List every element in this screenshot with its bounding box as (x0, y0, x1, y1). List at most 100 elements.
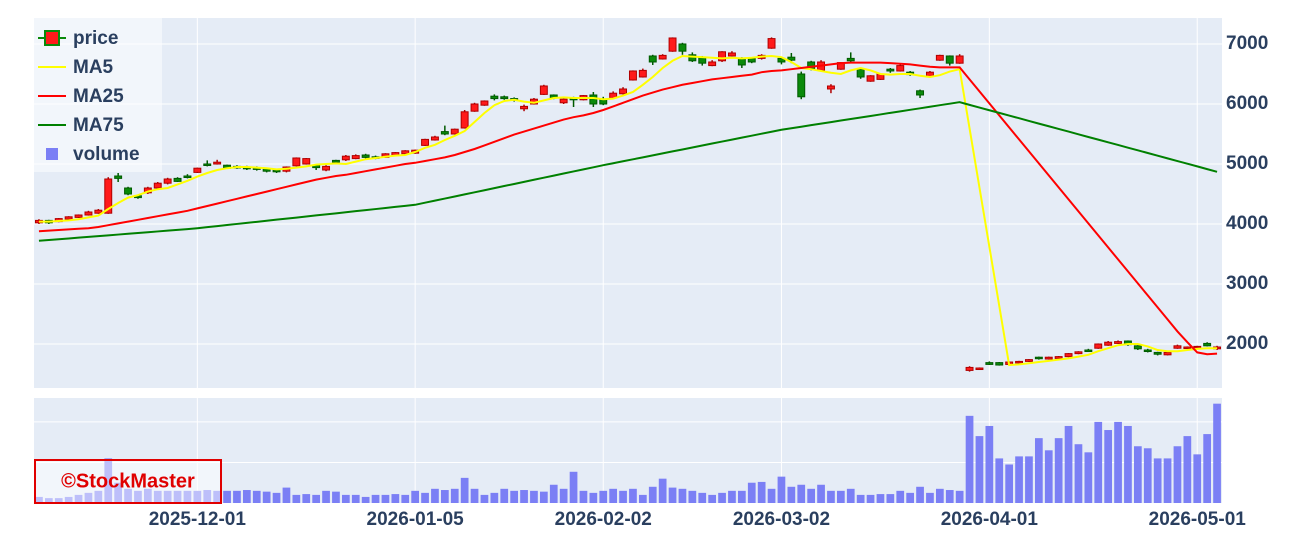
candle-body (965, 366, 974, 371)
volume-bar (896, 490, 905, 503)
legend-label: volume (73, 144, 140, 165)
volume-bar (242, 490, 251, 503)
volume-bar (530, 490, 538, 503)
volume-bar (668, 487, 677, 503)
volume-bar (520, 490, 528, 503)
candle-body (777, 57, 786, 63)
volume-bar (1114, 421, 1122, 503)
volume-bar (440, 490, 449, 503)
volume-bar (935, 488, 944, 503)
volume-bar (391, 494, 400, 503)
volume-bar (906, 492, 915, 503)
volume-bar (718, 492, 726, 503)
candle-body (500, 96, 509, 100)
volume-bar (985, 425, 994, 503)
volume-bar (1183, 436, 1192, 503)
volume-bar (421, 492, 429, 503)
volume-bar (926, 492, 934, 503)
volume-bar (1025, 456, 1033, 503)
y-tick-label: 6000 (1226, 93, 1268, 114)
candle-body (945, 55, 954, 64)
candle-body (1044, 356, 1053, 360)
volume-bar (381, 494, 390, 503)
candle-body (64, 216, 73, 220)
candle-body (520, 105, 529, 110)
candle-body (104, 178, 113, 214)
volume-plot-area (34, 398, 1222, 503)
volume-bar (490, 492, 499, 503)
volume-bar (252, 490, 261, 503)
candle-body (995, 362, 1004, 366)
volume-bar (341, 494, 350, 503)
volume-bar (797, 484, 806, 503)
legend-label: MA25 (73, 86, 124, 107)
volume-bar (579, 490, 588, 503)
volume-bar (1163, 458, 1172, 503)
candle-body (678, 43, 687, 52)
candle-body (1114, 341, 1123, 344)
candle-body (193, 167, 202, 173)
volume-bar (480, 494, 489, 503)
candle-body (866, 75, 875, 82)
volume-bar (1124, 425, 1132, 503)
candle-body (361, 154, 370, 158)
volume-bar (411, 490, 420, 503)
legend-icon (44, 30, 60, 46)
candle-body (322, 165, 331, 171)
volume-bar (500, 488, 509, 503)
volume-bar (322, 490, 330, 503)
volume-bar (1133, 446, 1142, 503)
candle-body (421, 138, 430, 146)
volume-bar (866, 494, 875, 503)
x-tick-label: 2025-12-01 (149, 509, 247, 530)
volume-bar (638, 494, 647, 503)
candle-body (470, 103, 479, 112)
candle-body (163, 178, 172, 184)
volume-bar (272, 492, 281, 503)
y-tick-label: 7000 (1226, 33, 1268, 54)
volume-bar (658, 478, 667, 503)
candle-body (916, 90, 925, 96)
candle-body (648, 55, 657, 63)
volume-bar (361, 496, 370, 503)
volume-bar (678, 488, 687, 503)
candle-body (430, 136, 439, 141)
candle-body (638, 69, 647, 78)
volume-bar (539, 491, 548, 503)
candle-body (173, 177, 182, 182)
volume-bar (836, 490, 845, 503)
volume-bar (688, 490, 697, 503)
volume-bar (262, 491, 271, 503)
volume-bar (371, 494, 380, 503)
candle-body (718, 51, 727, 62)
candle-body (114, 175, 123, 179)
candle-body (767, 38, 776, 49)
candle-body (886, 68, 895, 72)
candle-body (589, 94, 598, 105)
volume-bar (549, 484, 558, 503)
candle-body (1173, 345, 1182, 349)
candle-body (856, 68, 865, 78)
volume-bar (619, 490, 627, 503)
volume-bar (312, 494, 321, 503)
volume-bar (1203, 434, 1212, 503)
candle-body (896, 65, 905, 72)
volume-bar (282, 487, 291, 503)
candle-body (460, 111, 469, 129)
volume-bar (559, 488, 568, 503)
volume-bar (708, 494, 717, 503)
candle-body (1094, 343, 1103, 349)
candle-body (1153, 351, 1162, 355)
legend-label: MA5 (73, 57, 114, 78)
candle-body (787, 56, 796, 61)
y-tick-label: 2000 (1226, 333, 1268, 354)
candle-body (153, 182, 162, 189)
volume-bar (995, 458, 1004, 503)
volume-bar (648, 486, 657, 503)
candle-body (826, 85, 835, 90)
volume-bar (609, 488, 618, 503)
volume-bar (955, 490, 964, 503)
volume-bar (302, 494, 311, 503)
volume-bar (332, 491, 340, 503)
x-tick-label: 2026-05-01 (1149, 509, 1247, 530)
